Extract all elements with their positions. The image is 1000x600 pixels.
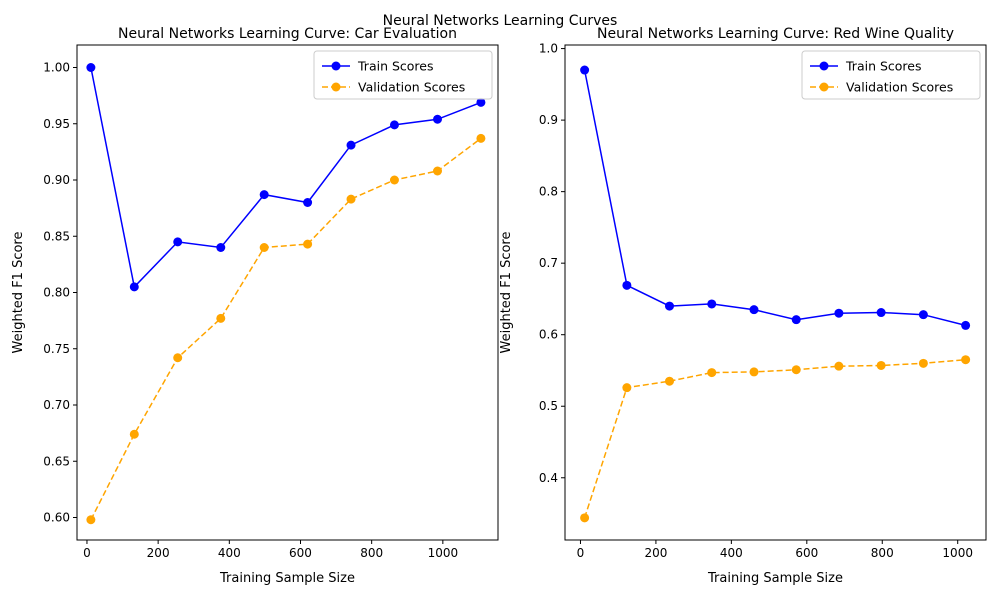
data-point (129, 282, 139, 292)
data-point (707, 299, 717, 309)
x-tick-label: 200 (147, 546, 170, 560)
data-point (580, 513, 590, 523)
red-wine-quality-chart: Neural Networks Learning Curve: Red Wine… (499, 26, 987, 586)
data-point (791, 365, 801, 375)
data-point (86, 63, 96, 72)
y-tick-label: 0.90 (43, 173, 70, 187)
x-axis-label: Training Sample Size (219, 571, 355, 586)
legend-box (313, 50, 493, 100)
data-point (173, 353, 183, 363)
data-point (876, 308, 886, 318)
data-point (580, 65, 590, 75)
data-point (476, 97, 486, 107)
x-tick-label: 800 (871, 546, 894, 560)
data-point (259, 190, 269, 200)
x-tick-label: 1000 (428, 546, 459, 560)
y-tick-label: 0.5 (539, 399, 558, 413)
series-line (583, 358, 966, 519)
legend-label: Validation Scores (358, 80, 465, 95)
y-tick-label: 0.70 (43, 398, 70, 412)
legend: Train Scores Validation Scores (313, 50, 493, 100)
data-point (918, 358, 928, 368)
plot-area (77, 45, 498, 540)
data-point (622, 383, 632, 393)
x-tick-label: 400 (720, 546, 743, 560)
x-tick-label: 400 (218, 546, 241, 560)
y-tick-label: 0.6 (539, 328, 558, 342)
data-point (303, 239, 313, 249)
legend-swatch-marker (331, 82, 341, 92)
plot-frame (76, 44, 499, 541)
data-point (129, 429, 139, 439)
data-point (259, 243, 269, 252)
series-line (90, 137, 482, 521)
y-tick-label: 0.9 (539, 113, 558, 127)
data-point (346, 140, 356, 150)
data-point (961, 355, 971, 365)
data-point (834, 361, 844, 371)
data-point (86, 515, 96, 525)
data-point (389, 120, 399, 130)
data-point (303, 198, 313, 207)
x-tick-label: 1000 (942, 546, 973, 560)
legend-box (801, 50, 981, 100)
plot-area (565, 45, 986, 540)
y-tick-label: 0.65 (43, 454, 70, 468)
y-tick-label: 0.7 (539, 256, 558, 270)
data-point (834, 308, 844, 318)
legend-label: Train Scores (845, 59, 922, 74)
x-tick-label: 200 (644, 546, 667, 560)
y-axis-label: Weighted F1 Score (11, 232, 26, 354)
y-tick-label: 1.0 (539, 42, 558, 56)
legend-swatch-marker (331, 61, 341, 71)
data-point (389, 175, 399, 185)
data-point (876, 360, 886, 370)
series-line (90, 67, 482, 289)
data-point (346, 194, 356, 204)
x-tick-label: 800 (360, 546, 383, 560)
data-point (749, 305, 759, 315)
data-point (791, 315, 801, 325)
legend-swatch-marker (819, 82, 829, 92)
x-axis-label: Training Sample Size (707, 571, 843, 586)
x-tick-label: 0 (83, 546, 91, 560)
data-point (622, 280, 632, 290)
legend-swatch-marker (819, 61, 829, 71)
data-point (216, 243, 226, 252)
x-tick-label: 600 (289, 546, 312, 560)
figure-title: Neural Networks Learning Curves (383, 13, 618, 29)
y-tick-label: 0.85 (43, 229, 70, 243)
y-axis-label: Weighted F1 Score (499, 232, 514, 354)
y-tick-label: 0.8 (539, 185, 558, 199)
y-tick-label: 0.4 (539, 471, 558, 485)
legend-label: Train Scores (357, 59, 434, 74)
plot-frame (564, 44, 987, 541)
data-point (433, 166, 443, 176)
data-point (216, 313, 226, 323)
x-tick-label: 600 (795, 546, 818, 560)
data-point (433, 114, 443, 124)
data-point (961, 320, 971, 330)
data-point (476, 133, 486, 143)
y-tick-label: 0.60 (43, 511, 70, 525)
data-point (707, 368, 717, 378)
data-point (918, 310, 928, 320)
chart-title: Neural Networks Learning Curve: Red Wine… (597, 26, 954, 42)
y-tick-label: 0.75 (43, 342, 70, 356)
data-point (664, 376, 674, 386)
y-tick-label: 1.00 (43, 61, 70, 75)
x-tick-label: 0 (577, 546, 585, 560)
legend-label: Validation Scores (846, 80, 953, 95)
series-line (583, 69, 966, 327)
chart-title: Neural Networks Learning Curve: Car Eval… (118, 26, 457, 42)
legend: Train Scores Validation Scores (801, 50, 981, 100)
data-point (173, 237, 183, 247)
car-evaluation-chart: Neural Networks Learning Curve: Car Eval… (11, 26, 499, 586)
data-point (749, 367, 759, 377)
data-point (664, 301, 674, 311)
y-tick-label: 0.80 (43, 286, 70, 300)
y-tick-label: 0.95 (43, 117, 70, 131)
